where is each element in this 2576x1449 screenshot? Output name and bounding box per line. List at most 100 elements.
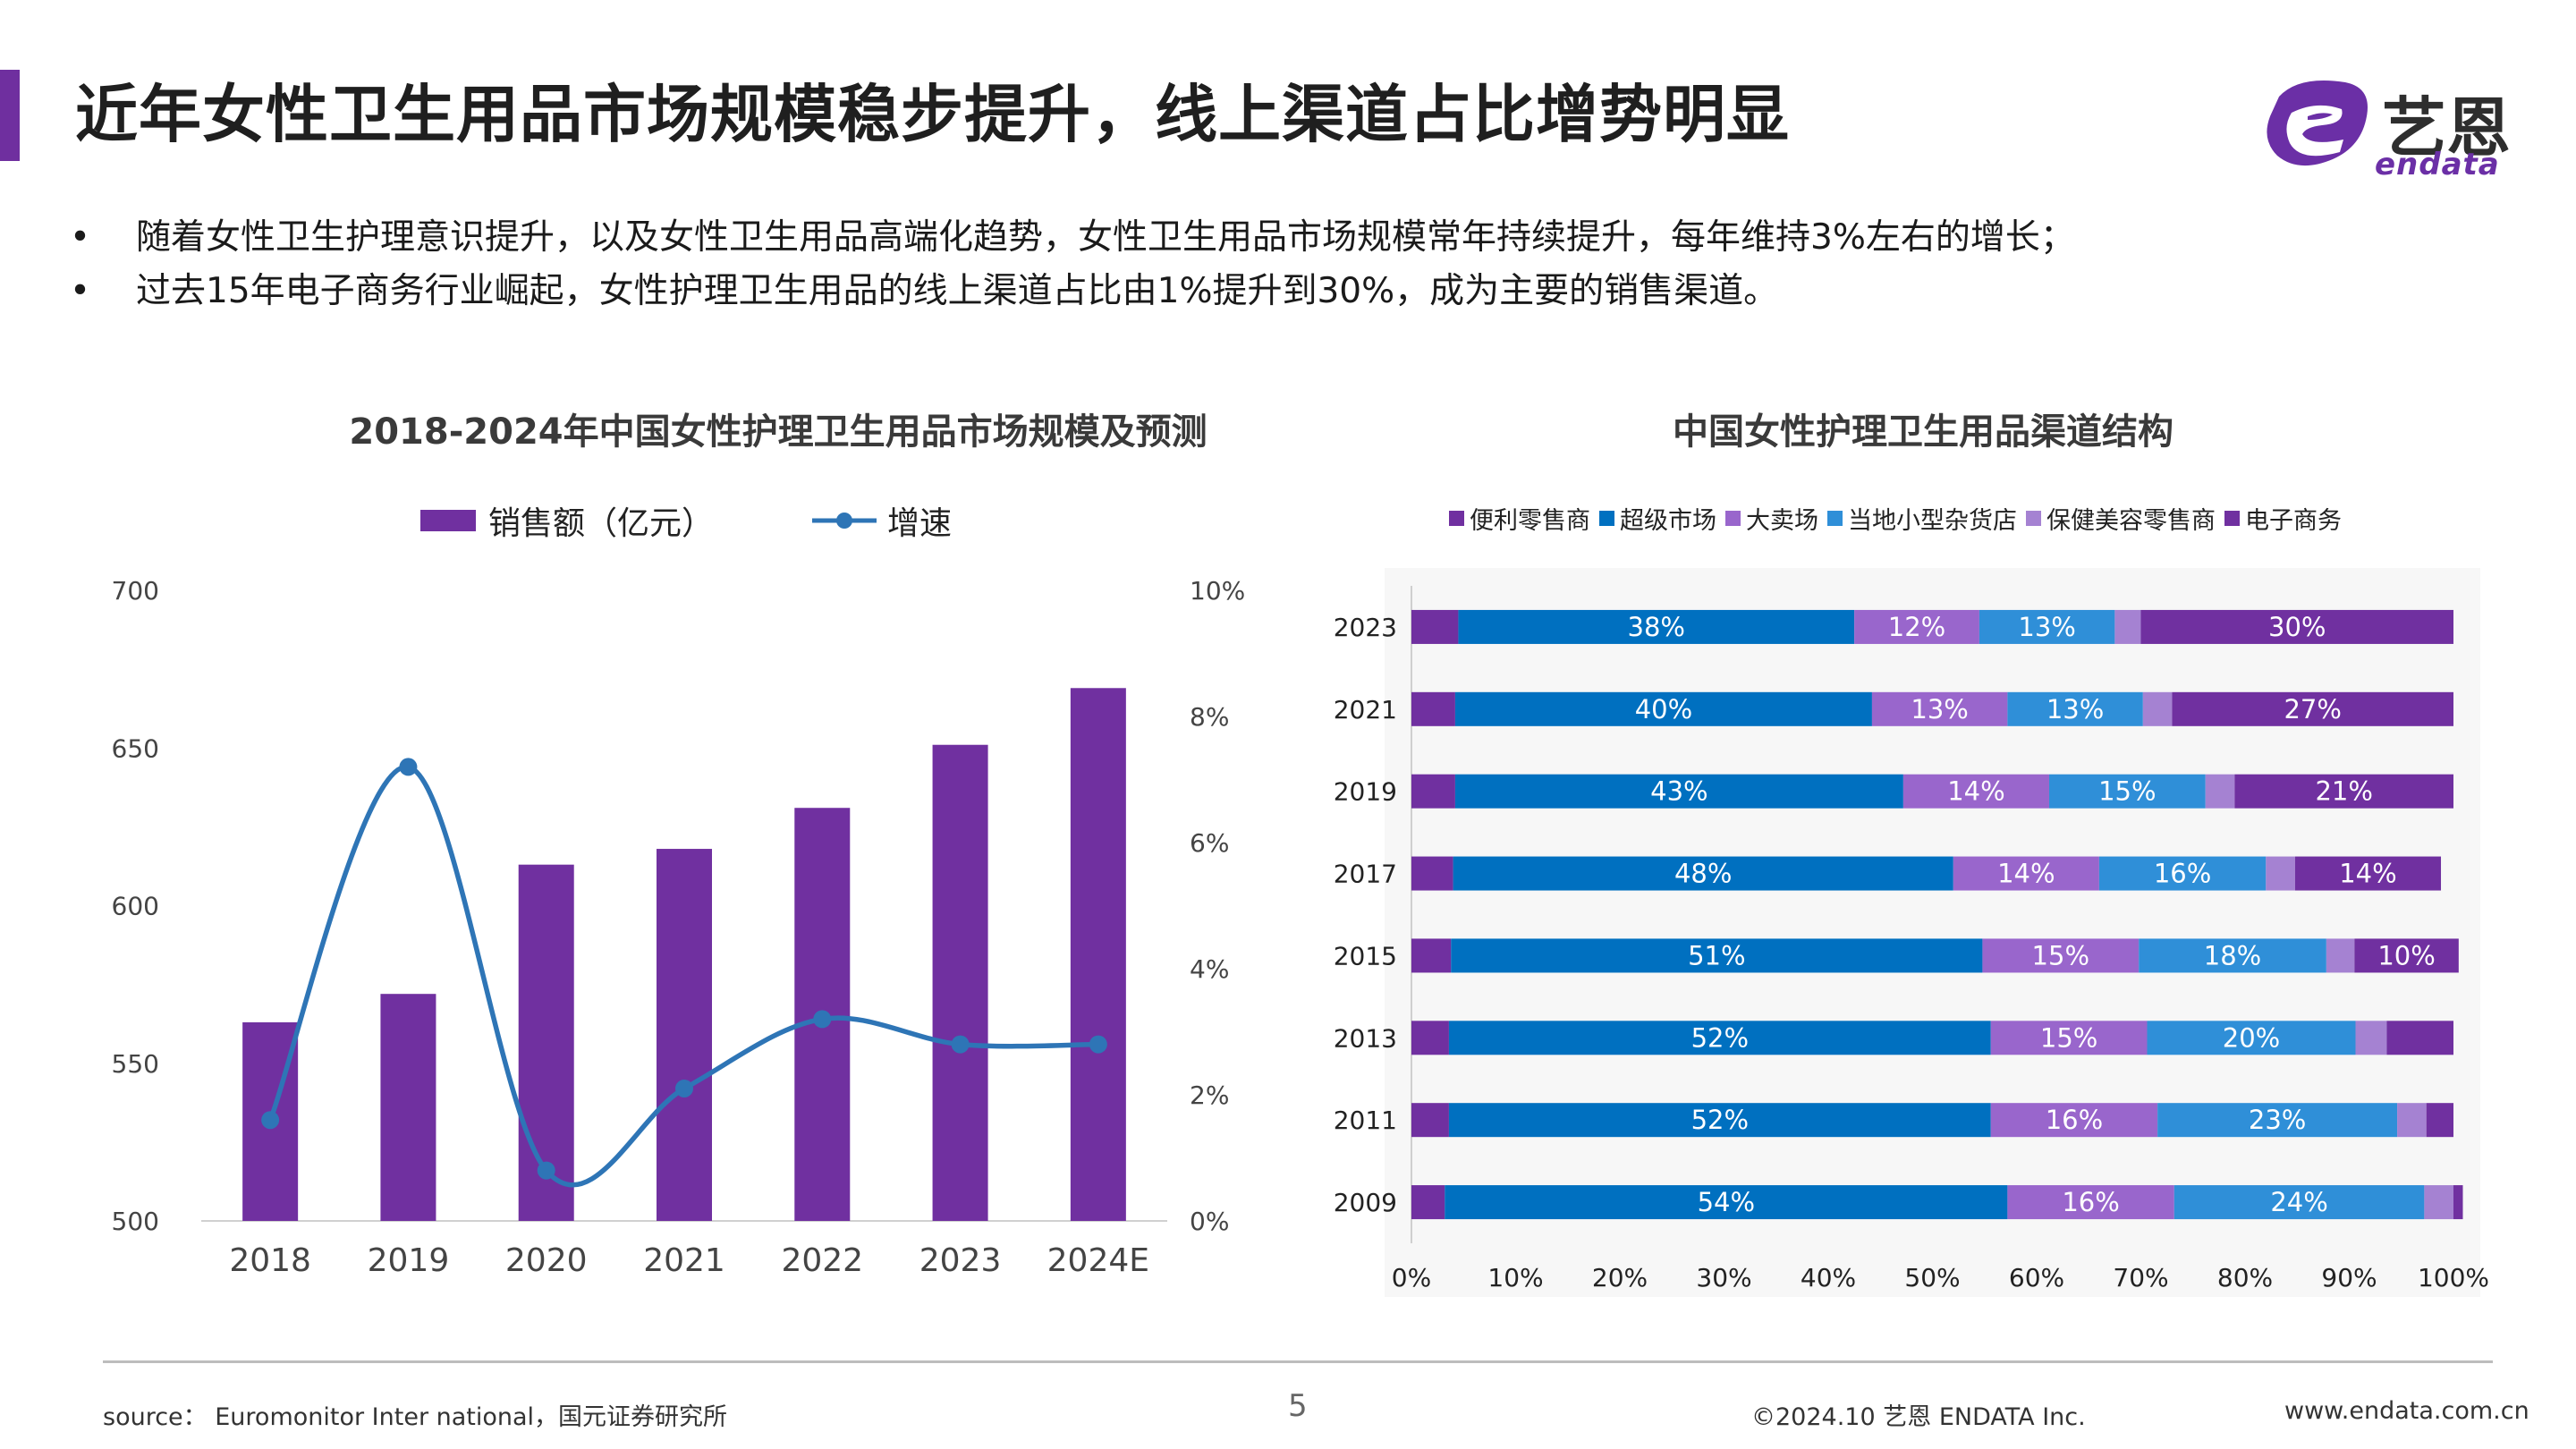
- legend-item: 电子商务: [2224, 501, 2342, 536]
- footer-divider: [103, 1360, 2493, 1363]
- growth-rate-point: [1089, 1035, 1107, 1054]
- data-label: 16%: [2062, 1187, 2119, 1217]
- data-label: 13%: [2046, 694, 2104, 724]
- bar-segment: [1411, 1103, 1449, 1138]
- bullet-mark: •: [70, 271, 91, 311]
- legend-item: 当地小型杂货店: [1827, 501, 2017, 536]
- data-label: 15%: [2032, 940, 2089, 970]
- growth-rate-line: [267, 764, 1098, 1188]
- bullet-text: 随着女性卫生护理意识提升，以及女性卫生用品高端化趋势，女性卫生用品市场规模常年持…: [136, 217, 2075, 258]
- channel-structure-chart: 2023 38% 12% 13% 30% 2021 40% 13% 13% 27% 2019 43% 1…: [1334, 568, 2489, 1297]
- x-tick-label: 2024E: [1047, 1242, 1149, 1279]
- bar-segment: [1979, 609, 2115, 644]
- bar-segment: [2157, 1103, 2398, 1138]
- x-tick-label: 2021: [643, 1242, 725, 1279]
- bar-segment: [1453, 856, 1953, 891]
- x-tick-label: 10%: [1487, 1263, 1543, 1292]
- bar-segment: [1445, 1185, 2008, 1220]
- bar-sales: [380, 994, 436, 1221]
- y-tick-label: 2013: [1334, 1023, 1397, 1053]
- x-tick-label: 2022: [781, 1242, 863, 1279]
- bar-segment: [1411, 691, 1455, 726]
- bar-segment: [2355, 1021, 2387, 1055]
- data-label: 13%: [2018, 612, 2075, 642]
- data-label: 30%: [2268, 612, 2326, 642]
- bar-segment: [1411, 1021, 1449, 1055]
- data-label: 18%: [2204, 940, 2261, 970]
- bar-segment: [1411, 774, 1455, 809]
- bar-segment: [2007, 1185, 2174, 1220]
- bar-segment: [2354, 938, 2459, 973]
- bar-segment: [1451, 938, 1983, 973]
- title-accent-bar: [0, 70, 20, 161]
- bar-segment: [2174, 1185, 2425, 1220]
- bar-segment: [1871, 691, 2008, 726]
- legend-label: 便利零售商: [1470, 507, 1590, 535]
- bar-sales: [1070, 688, 1126, 1221]
- data-label: 16%: [2154, 859, 2211, 889]
- x-tick-label: 80%: [2217, 1263, 2273, 1292]
- legend-swatch: [2224, 511, 2240, 526]
- data-label: 40%: [1635, 694, 1692, 724]
- bar-segment: [1448, 1021, 1991, 1055]
- legend-swatch: [1725, 511, 1741, 526]
- market-chart-title: 2018-2024年中国女性护理卫生用品市场规模及预测: [349, 411, 1208, 453]
- bar-segment: [2424, 1185, 2453, 1220]
- data-label: 12%: [1888, 612, 1945, 642]
- legend-label: 超级市场: [1620, 507, 1716, 535]
- bullet-item: • 随着女性卫生护理意识提升，以及女性卫生用品高端化趋势，女性卫生用品市场规模常年…: [70, 211, 2075, 265]
- bar-segment: [1411, 1185, 1445, 1220]
- data-label: 24%: [2270, 1187, 2327, 1217]
- bar-sales: [657, 849, 712, 1221]
- channel-chart-legend: 便利零售商 超级市场 大卖场 当地小型杂货店 保健美容零售商 电子商务: [1449, 501, 2351, 536]
- bar-segment: [2114, 609, 2141, 644]
- bullet-list: • 随着女性卫生护理意识提升，以及女性卫生用品高端化趋势，女性卫生用品市场规模常年…: [70, 211, 2075, 318]
- bar-segment: [2453, 1185, 2463, 1220]
- bar-segment: [1454, 774, 1903, 809]
- data-label: 43%: [1650, 776, 1707, 807]
- footer-copyright: ©2024.10 艺恩 ENDATA Inc.: [1751, 1403, 2086, 1431]
- y2-tick-label: 2%: [1190, 1080, 1229, 1110]
- legend-line-label: 增速: [887, 505, 953, 542]
- plot-background: [1385, 568, 2480, 1297]
- y-tick-label: 2017: [1334, 860, 1397, 889]
- logo-en-text: endata: [2375, 147, 2500, 182]
- footer-website[interactable]: www.endata.com.cn: [2284, 1397, 2529, 1425]
- x-tick-label: 70%: [2113, 1263, 2168, 1292]
- x-tick-label: 2019: [368, 1242, 450, 1279]
- legend-swatch: [1599, 511, 1614, 526]
- data-label: 48%: [1674, 859, 1732, 889]
- x-tick-label: 2018: [229, 1242, 311, 1279]
- bar-segment: [2142, 691, 2173, 726]
- growth-rate-point: [675, 1079, 693, 1097]
- bar-segment: [1458, 609, 1855, 644]
- bullet-mark: •: [70, 217, 91, 258]
- bar-segment: [1953, 856, 2099, 891]
- bar-segment: [1990, 1103, 2158, 1138]
- growth-rate-point: [537, 1161, 555, 1180]
- bar-segment: [2139, 938, 2326, 973]
- page-number: 5: [1288, 1388, 1308, 1424]
- bar-segment: [1411, 856, 1453, 891]
- bar-segment: [2294, 856, 2442, 891]
- legend-item: 超级市场: [1599, 501, 1716, 536]
- bar-segment: [1411, 609, 1459, 644]
- endata-logo: 艺恩 endata: [2263, 70, 2531, 182]
- data-label: 52%: [1691, 1022, 1749, 1053]
- data-label: 13%: [1911, 694, 1968, 724]
- legend-line-swatch: [812, 513, 877, 529]
- data-label: 51%: [1688, 940, 1745, 970]
- legend-item: 大卖场: [1725, 501, 1818, 536]
- data-label: 54%: [1698, 1187, 1755, 1217]
- bar-segment: [2397, 1103, 2427, 1138]
- bar-segment: [1902, 774, 2049, 809]
- footer-source: source： Euromonitor Inter national，国元证券研…: [103, 1403, 728, 1431]
- y-tick-label: 2015: [1334, 941, 1397, 970]
- legend-swatch: [1827, 511, 1843, 526]
- bar-segment: [1990, 1021, 2148, 1055]
- y2-tick-label: 6%: [1190, 828, 1229, 858]
- y-tick-label: 2019: [1334, 777, 1397, 807]
- bar-segment: [2147, 1021, 2356, 1055]
- x-tick-label: 2020: [505, 1242, 588, 1279]
- y-tick-label: 650: [112, 733, 159, 763]
